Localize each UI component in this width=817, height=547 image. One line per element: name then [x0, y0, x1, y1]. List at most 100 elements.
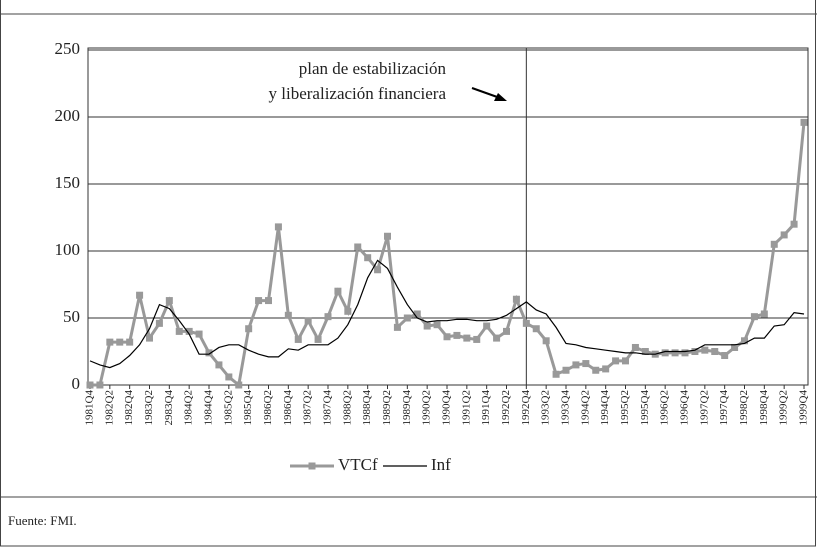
point-marker	[136, 291, 144, 299]
x-tick-label: 1999Q2	[778, 390, 790, 425]
point-marker	[423, 322, 431, 330]
point-marker	[721, 352, 729, 360]
point-marker	[146, 334, 153, 342]
point-marker	[631, 343, 639, 351]
point-marker	[274, 223, 282, 231]
annotation: plan de estabilización	[299, 59, 447, 78]
point-marker	[790, 220, 798, 228]
point-marker	[681, 349, 689, 357]
point-marker	[532, 325, 540, 333]
point-marker	[582, 360, 590, 368]
point-marker	[572, 361, 580, 369]
x-tick-label: 1996Q4	[679, 390, 691, 426]
x-tick-label: 1993Q4	[560, 390, 572, 426]
point-marker	[512, 295, 520, 303]
point-marker	[314, 335, 322, 343]
y-tick-label: 50	[63, 307, 80, 326]
point-marker	[592, 366, 600, 374]
point-marker	[364, 254, 372, 262]
x-tick-label: 1988Q2	[341, 390, 353, 425]
point-marker	[116, 338, 124, 346]
y-tick-label: 100	[55, 240, 81, 259]
legend-label: Inf	[431, 455, 451, 474]
point-marker	[612, 357, 620, 365]
point-marker	[215, 361, 223, 369]
point-marker	[522, 319, 530, 327]
point-marker	[126, 338, 134, 346]
x-tick-label: 1981Q4	[84, 390, 96, 426]
point-marker	[622, 357, 629, 365]
x-tick-label: 1990Q4	[441, 390, 453, 426]
point-marker	[542, 337, 550, 345]
point-marker	[354, 243, 362, 251]
point-marker	[86, 381, 94, 389]
point-marker	[780, 231, 788, 239]
point-marker	[324, 313, 332, 321]
x-tick-label: 1982Q4	[123, 390, 135, 426]
x-tick-label: 1982Q2	[103, 390, 115, 425]
point-marker	[661, 349, 669, 357]
x-tick-label: 2983Q4	[163, 390, 175, 426]
x-tick-label: 1988Q4	[361, 390, 373, 426]
point-marker	[155, 319, 163, 327]
point-marker	[463, 334, 471, 342]
x-tick-label: 1987Q2	[302, 390, 314, 425]
point-marker	[175, 327, 183, 335]
point-marker	[641, 348, 649, 355]
point-marker	[800, 118, 808, 126]
point-marker	[265, 297, 272, 305]
source-note: Fuente: FMI.	[8, 513, 77, 528]
legend-marker	[308, 462, 316, 470]
point-marker	[701, 346, 709, 354]
point-marker	[284, 311, 292, 319]
point-marker	[483, 322, 491, 330]
x-tick-label: 1983Q2	[143, 390, 155, 425]
point-marker	[195, 330, 203, 338]
point-marker	[245, 325, 253, 333]
point-marker	[562, 366, 570, 374]
x-tick-label: 1996Q2	[659, 390, 671, 425]
point-marker	[106, 338, 114, 346]
point-marker	[711, 348, 719, 355]
point-marker	[403, 314, 411, 322]
point-marker	[602, 365, 610, 373]
x-tick-label: 1984Q4	[203, 390, 215, 426]
y-tick-label: 200	[55, 106, 81, 125]
point-marker	[384, 232, 391, 240]
point-marker	[374, 266, 382, 274]
x-tick-label: 1994Q2	[579, 390, 591, 425]
x-tick-label: 1989Q4	[401, 390, 413, 426]
x-tick-label: 1998Q4	[758, 390, 770, 426]
y-tick-label: 150	[55, 173, 81, 192]
point-marker	[770, 240, 778, 248]
x-tick-label: 1984Q2	[183, 390, 195, 425]
point-marker	[552, 370, 560, 378]
point-marker	[503, 327, 510, 335]
point-marker	[453, 331, 461, 339]
x-tick-label: 1986Q2	[262, 390, 274, 425]
x-tick-label: 1993Q2	[540, 390, 552, 425]
point-marker	[413, 310, 421, 318]
series-line	[89, 259, 805, 369]
point-marker	[344, 307, 352, 315]
series-line	[90, 122, 806, 388]
point-marker	[493, 334, 501, 342]
point-marker	[205, 349, 213, 357]
annotation: y liberalización financiera	[269, 84, 447, 103]
point-marker	[731, 343, 739, 351]
point-marker	[741, 337, 748, 345]
x-tick-label: 1998Q2	[738, 390, 750, 425]
x-tick-label: 1994Q4	[599, 390, 611, 426]
x-tick-label: 1992Q2	[500, 390, 512, 425]
y-tick-label: 0	[72, 374, 81, 393]
point-marker	[185, 327, 193, 335]
x-tick-label: 1991Q4	[480, 390, 492, 426]
arrow-head	[494, 93, 507, 101]
x-tick-label: 1999Q4	[798, 390, 810, 426]
point-marker	[225, 373, 233, 381]
point-marker	[96, 381, 104, 389]
point-marker	[255, 297, 263, 305]
point-marker	[393, 323, 401, 331]
x-tick-label: 1986Q4	[282, 390, 294, 426]
